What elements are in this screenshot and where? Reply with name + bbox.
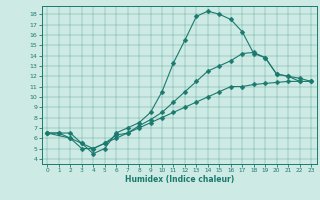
X-axis label: Humidex (Indice chaleur): Humidex (Indice chaleur): [124, 175, 234, 184]
